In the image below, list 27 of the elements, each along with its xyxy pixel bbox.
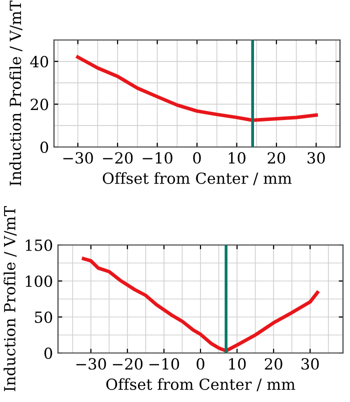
x-tick-label: −20: [112, 358, 143, 370]
x-tick-label: −10: [142, 152, 172, 164]
y-tick-label: 0: [44, 347, 52, 360]
x-tick-label: −10: [149, 358, 180, 370]
y-tick-label: 50: [34, 311, 52, 324]
x-tick-label: 10: [228, 152, 246, 164]
y-tick-label: 100: [26, 275, 52, 288]
y-tick-label: 20: [30, 98, 48, 110]
x-tick-label: 0: [193, 152, 201, 164]
x-tick-label: 0: [196, 358, 204, 370]
x-axis-title: Offset from Center / mm: [102, 172, 292, 186]
y-tick-label: 0: [40, 141, 48, 154]
line-series: [76, 55, 318, 122]
x-tick-label: 30: [302, 358, 319, 370]
x-tick-label: −20: [103, 152, 133, 164]
line-series: [82, 256, 320, 353]
x-tick-label: −30: [63, 152, 93, 164]
x-tick-label: 30: [308, 152, 325, 164]
y-tick-label: 150: [26, 239, 52, 252]
x-tick-label: 10: [229, 358, 246, 370]
y-axis-title: Induction Profile / V/mT: [9, 0, 22, 186]
x-axis-title: Offset from Center / mm: [106, 378, 296, 392]
x-tick-label: −30: [76, 358, 106, 370]
x-tick-label: 20: [264, 358, 282, 370]
y-tick-label: 40: [30, 56, 48, 68]
y-axis-title: Induction Profile / V/mT: [4, 206, 17, 392]
x-tick-label: 20: [268, 152, 286, 164]
